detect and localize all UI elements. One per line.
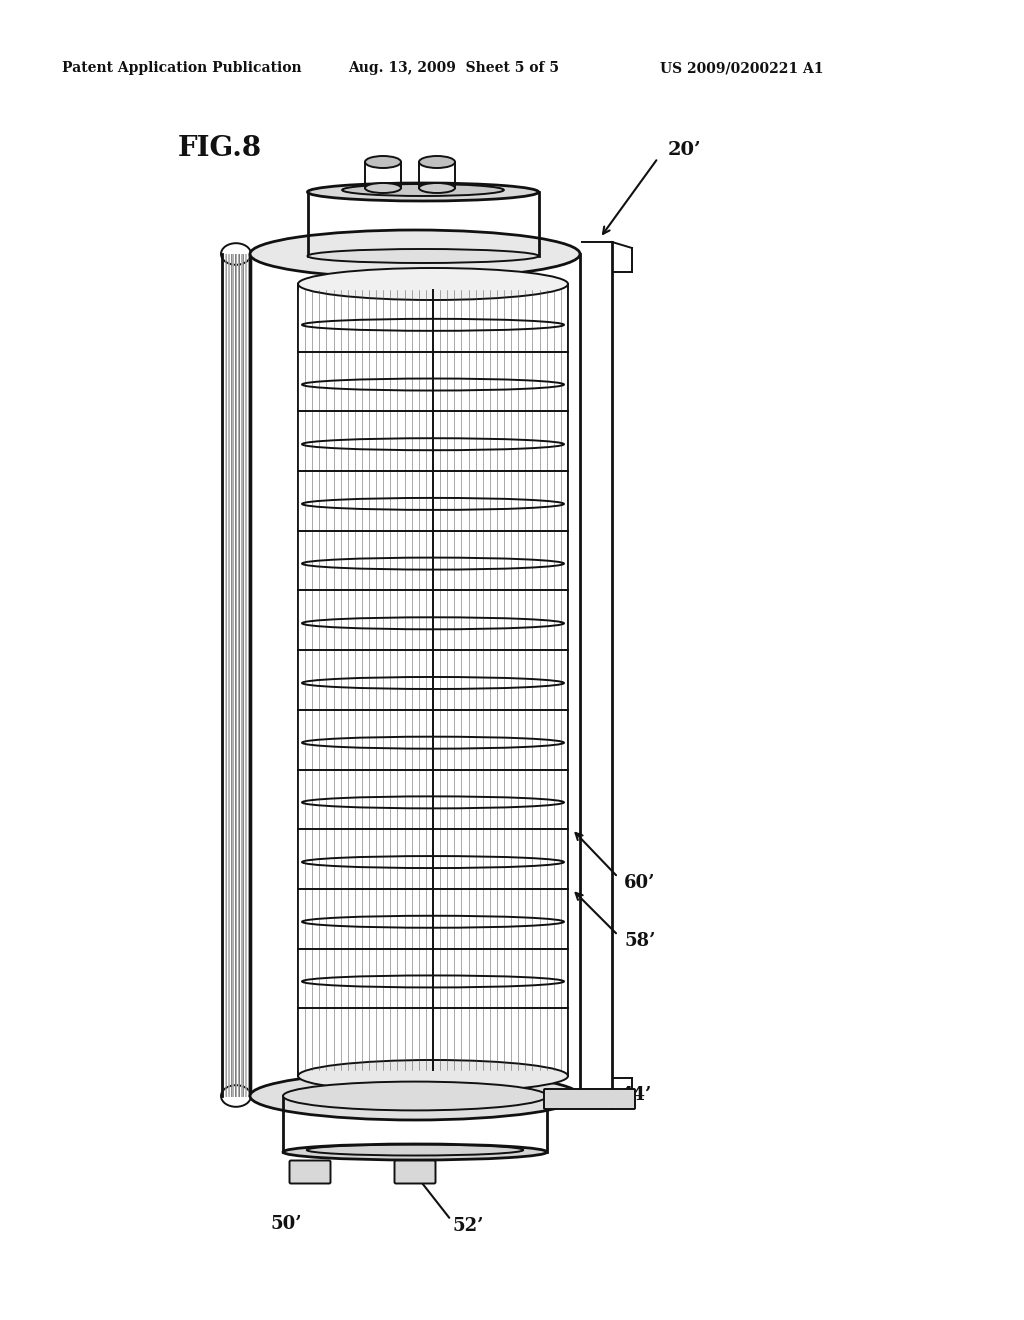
Ellipse shape [283, 1144, 547, 1160]
Ellipse shape [419, 183, 455, 193]
Ellipse shape [365, 183, 401, 193]
Text: 52’: 52’ [453, 1217, 484, 1236]
Ellipse shape [298, 268, 568, 300]
Text: 50’: 50’ [271, 1214, 303, 1233]
Ellipse shape [298, 1060, 568, 1092]
Ellipse shape [250, 230, 580, 279]
Text: FIG.8: FIG.8 [178, 135, 262, 161]
Text: 20’: 20’ [668, 141, 701, 158]
Text: Patent Application Publication: Patent Application Publication [62, 61, 302, 75]
Text: 44’: 44’ [620, 1086, 651, 1104]
Ellipse shape [365, 156, 401, 168]
FancyBboxPatch shape [394, 1160, 435, 1184]
Ellipse shape [419, 156, 455, 168]
Ellipse shape [250, 1072, 580, 1119]
Text: US 2009/0200221 A1: US 2009/0200221 A1 [660, 61, 823, 75]
FancyBboxPatch shape [290, 1160, 331, 1184]
FancyBboxPatch shape [544, 1089, 635, 1109]
Text: Aug. 13, 2009  Sheet 5 of 5: Aug. 13, 2009 Sheet 5 of 5 [348, 61, 559, 75]
Ellipse shape [283, 1081, 547, 1110]
Text: 58’: 58’ [624, 932, 655, 950]
Ellipse shape [342, 183, 504, 195]
Ellipse shape [307, 249, 539, 263]
Ellipse shape [307, 183, 539, 201]
Text: 60’: 60’ [624, 874, 655, 892]
